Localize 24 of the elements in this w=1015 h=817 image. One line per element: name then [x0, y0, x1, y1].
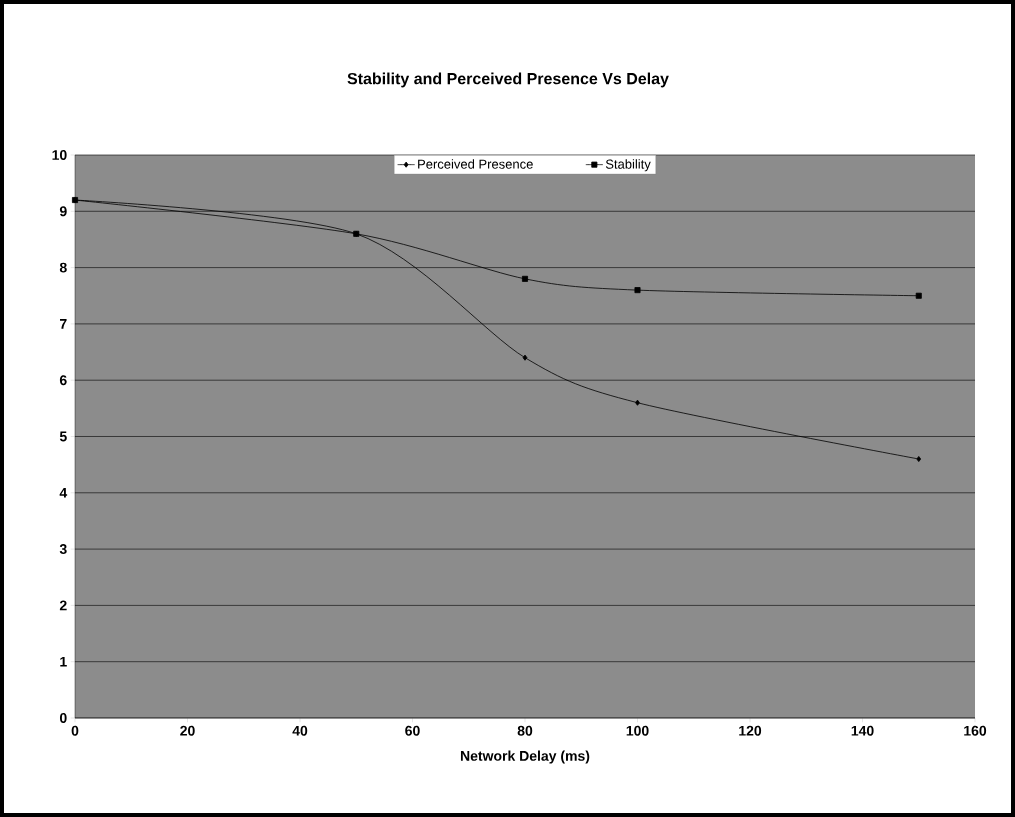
legend-label: Perceived Presence	[418, 159, 533, 169]
x-tick-label: 0	[71, 725, 79, 736]
y-tick-label: 6	[59, 375, 67, 386]
chart-title: Stability and Perceived Presence Vs Delay	[347, 72, 669, 88]
y-tick-label: 0	[59, 713, 67, 723]
x-tick-label: 40	[292, 725, 308, 736]
y-tick-label: 5	[59, 431, 67, 442]
x-tick-label: 120	[739, 725, 762, 736]
x-tick-label: 140	[851, 725, 874, 736]
x-tick-label: 60	[405, 725, 420, 736]
x-axis-title: Network Delay (ms)	[460, 750, 590, 764]
x-tick-label: 100	[626, 725, 649, 736]
legend-label: Stability	[605, 159, 651, 172]
x-tick-label: 160	[964, 725, 987, 736]
y-tick-label: 4	[59, 487, 68, 498]
y-tick-label: 3	[59, 544, 67, 555]
x-tick-label: 20	[180, 725, 195, 736]
y-tick-label: 10	[52, 150, 67, 160]
x-tick-label: 80	[517, 725, 533, 736]
y-tick-label: 7	[60, 319, 67, 329]
y-tick-label: 9	[59, 206, 67, 217]
y-tick-label: 8	[59, 262, 67, 273]
y-tick-label: 1	[60, 656, 67, 667]
y-tick-label: 2	[59, 600, 67, 611]
